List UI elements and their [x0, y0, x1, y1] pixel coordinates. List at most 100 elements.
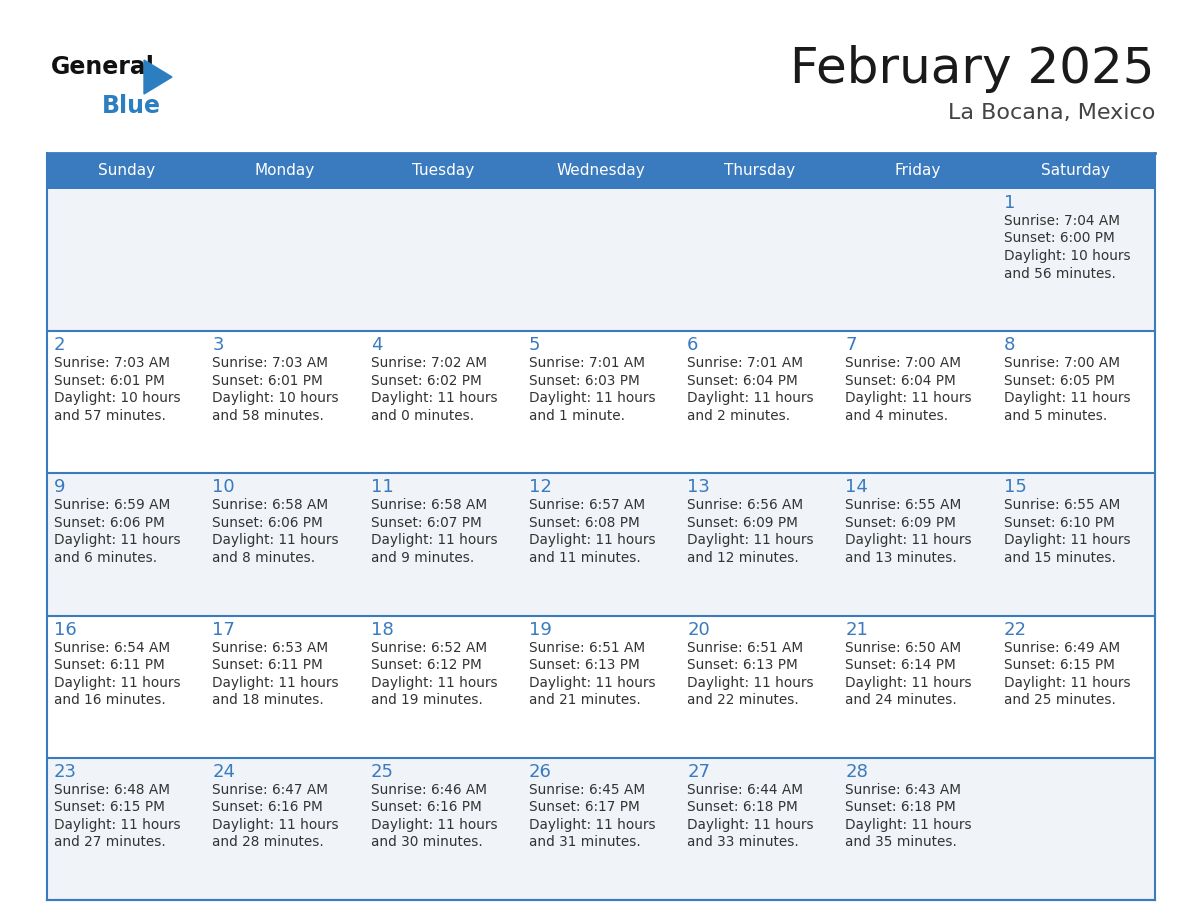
- Text: 23: 23: [53, 763, 77, 781]
- Text: 9: 9: [53, 478, 65, 497]
- Text: 21: 21: [846, 621, 868, 639]
- Text: and 1 minute.: and 1 minute.: [529, 409, 625, 422]
- Bar: [997, 616, 1155, 757]
- Text: 28: 28: [846, 763, 868, 781]
- Bar: [681, 474, 839, 616]
- Bar: [522, 616, 681, 757]
- Text: Sunset: 6:04 PM: Sunset: 6:04 PM: [687, 374, 798, 387]
- Text: and 9 minutes.: and 9 minutes.: [371, 551, 474, 565]
- Bar: [364, 189, 522, 331]
- Text: Daylight: 10 hours: Daylight: 10 hours: [53, 391, 181, 405]
- Text: and 28 minutes.: and 28 minutes.: [213, 835, 324, 849]
- Bar: [522, 757, 681, 900]
- Text: February 2025: February 2025: [790, 45, 1155, 93]
- Text: Daylight: 11 hours: Daylight: 11 hours: [529, 391, 656, 405]
- Text: Sunrise: 6:55 AM: Sunrise: 6:55 AM: [846, 498, 961, 512]
- Text: Sunset: 6:15 PM: Sunset: 6:15 PM: [53, 800, 165, 814]
- Text: Friday: Friday: [895, 163, 941, 178]
- Text: Sunrise: 6:53 AM: Sunrise: 6:53 AM: [213, 641, 328, 655]
- Text: 17: 17: [213, 621, 235, 639]
- Text: Sunrise: 7:00 AM: Sunrise: 7:00 AM: [846, 356, 961, 370]
- Text: Monday: Monday: [254, 163, 315, 178]
- Text: Sunset: 6:14 PM: Sunset: 6:14 PM: [846, 658, 956, 672]
- Text: Sunset: 6:01 PM: Sunset: 6:01 PM: [53, 374, 165, 387]
- Text: Sunrise: 7:03 AM: Sunrise: 7:03 AM: [53, 356, 170, 370]
- Text: and 13 minutes.: and 13 minutes.: [846, 551, 958, 565]
- Text: Sunrise: 6:51 AM: Sunrise: 6:51 AM: [529, 641, 645, 655]
- Bar: [681, 153, 839, 189]
- Bar: [997, 331, 1155, 474]
- Text: Sunrise: 7:01 AM: Sunrise: 7:01 AM: [687, 356, 803, 370]
- Text: 27: 27: [687, 763, 710, 781]
- Text: Sunset: 6:13 PM: Sunset: 6:13 PM: [529, 658, 639, 672]
- Bar: [681, 189, 839, 331]
- Text: Thursday: Thursday: [723, 163, 795, 178]
- Bar: [206, 189, 364, 331]
- Text: Sunset: 6:12 PM: Sunset: 6:12 PM: [371, 658, 481, 672]
- Text: Daylight: 10 hours: Daylight: 10 hours: [1004, 249, 1130, 263]
- Text: Daylight: 11 hours: Daylight: 11 hours: [213, 818, 339, 832]
- Text: and 25 minutes.: and 25 minutes.: [1004, 693, 1116, 707]
- Text: Wednesday: Wednesday: [557, 163, 645, 178]
- Text: General: General: [51, 55, 154, 79]
- Text: Daylight: 11 hours: Daylight: 11 hours: [687, 533, 814, 547]
- Text: and 57 minutes.: and 57 minutes.: [53, 409, 166, 422]
- Text: Sunset: 6:06 PM: Sunset: 6:06 PM: [213, 516, 323, 530]
- Text: and 11 minutes.: and 11 minutes.: [529, 551, 640, 565]
- Text: Sunrise: 6:50 AM: Sunrise: 6:50 AM: [846, 641, 961, 655]
- Text: and 24 minutes.: and 24 minutes.: [846, 693, 958, 707]
- Bar: [48, 616, 206, 757]
- Text: Sunrise: 6:49 AM: Sunrise: 6:49 AM: [1004, 641, 1120, 655]
- Text: Daylight: 11 hours: Daylight: 11 hours: [1004, 533, 1130, 547]
- Text: Sunrise: 6:58 AM: Sunrise: 6:58 AM: [213, 498, 328, 512]
- Bar: [48, 331, 206, 474]
- Text: Saturday: Saturday: [1042, 163, 1111, 178]
- Text: Sunset: 6:18 PM: Sunset: 6:18 PM: [846, 800, 956, 814]
- Text: Daylight: 11 hours: Daylight: 11 hours: [371, 676, 498, 689]
- Bar: [997, 757, 1155, 900]
- Text: Daylight: 11 hours: Daylight: 11 hours: [53, 676, 181, 689]
- Bar: [364, 757, 522, 900]
- Text: La Bocana, Mexico: La Bocana, Mexico: [948, 103, 1155, 123]
- Bar: [364, 616, 522, 757]
- Bar: [839, 189, 997, 331]
- Bar: [364, 474, 522, 616]
- Text: 18: 18: [371, 621, 393, 639]
- Bar: [997, 189, 1155, 331]
- Text: Daylight: 11 hours: Daylight: 11 hours: [371, 391, 498, 405]
- Text: Sunrise: 6:43 AM: Sunrise: 6:43 AM: [846, 783, 961, 797]
- Text: Sunrise: 6:45 AM: Sunrise: 6:45 AM: [529, 783, 645, 797]
- Text: Daylight: 11 hours: Daylight: 11 hours: [371, 533, 498, 547]
- Text: and 6 minutes.: and 6 minutes.: [53, 551, 157, 565]
- Bar: [681, 331, 839, 474]
- Text: Blue: Blue: [102, 94, 162, 118]
- Text: Sunrise: 7:01 AM: Sunrise: 7:01 AM: [529, 356, 645, 370]
- Text: Sunset: 6:08 PM: Sunset: 6:08 PM: [529, 516, 639, 530]
- Text: Sunrise: 6:59 AM: Sunrise: 6:59 AM: [53, 498, 170, 512]
- Bar: [839, 153, 997, 189]
- Text: Sunset: 6:02 PM: Sunset: 6:02 PM: [371, 374, 481, 387]
- Bar: [48, 153, 206, 189]
- Text: Sunrise: 6:54 AM: Sunrise: 6:54 AM: [53, 641, 170, 655]
- Text: Daylight: 11 hours: Daylight: 11 hours: [529, 818, 656, 832]
- Text: 8: 8: [1004, 336, 1015, 354]
- Text: 1: 1: [1004, 194, 1015, 212]
- Text: Daylight: 11 hours: Daylight: 11 hours: [529, 533, 656, 547]
- Text: and 4 minutes.: and 4 minutes.: [846, 409, 948, 422]
- Text: 4: 4: [371, 336, 383, 354]
- Text: Daylight: 10 hours: Daylight: 10 hours: [213, 391, 339, 405]
- Text: and 22 minutes.: and 22 minutes.: [687, 693, 798, 707]
- Text: Sunset: 6:05 PM: Sunset: 6:05 PM: [1004, 374, 1114, 387]
- Text: Sunrise: 6:47 AM: Sunrise: 6:47 AM: [213, 783, 328, 797]
- Text: Sunrise: 6:58 AM: Sunrise: 6:58 AM: [371, 498, 487, 512]
- Text: Tuesday: Tuesday: [411, 163, 474, 178]
- Bar: [839, 474, 997, 616]
- Text: Sunset: 6:01 PM: Sunset: 6:01 PM: [213, 374, 323, 387]
- Text: 11: 11: [371, 478, 393, 497]
- Bar: [364, 153, 522, 189]
- Text: 13: 13: [687, 478, 710, 497]
- Text: and 19 minutes.: and 19 minutes.: [371, 693, 482, 707]
- Text: Sunrise: 6:44 AM: Sunrise: 6:44 AM: [687, 783, 803, 797]
- Text: Sunset: 6:10 PM: Sunset: 6:10 PM: [1004, 516, 1114, 530]
- Bar: [48, 757, 206, 900]
